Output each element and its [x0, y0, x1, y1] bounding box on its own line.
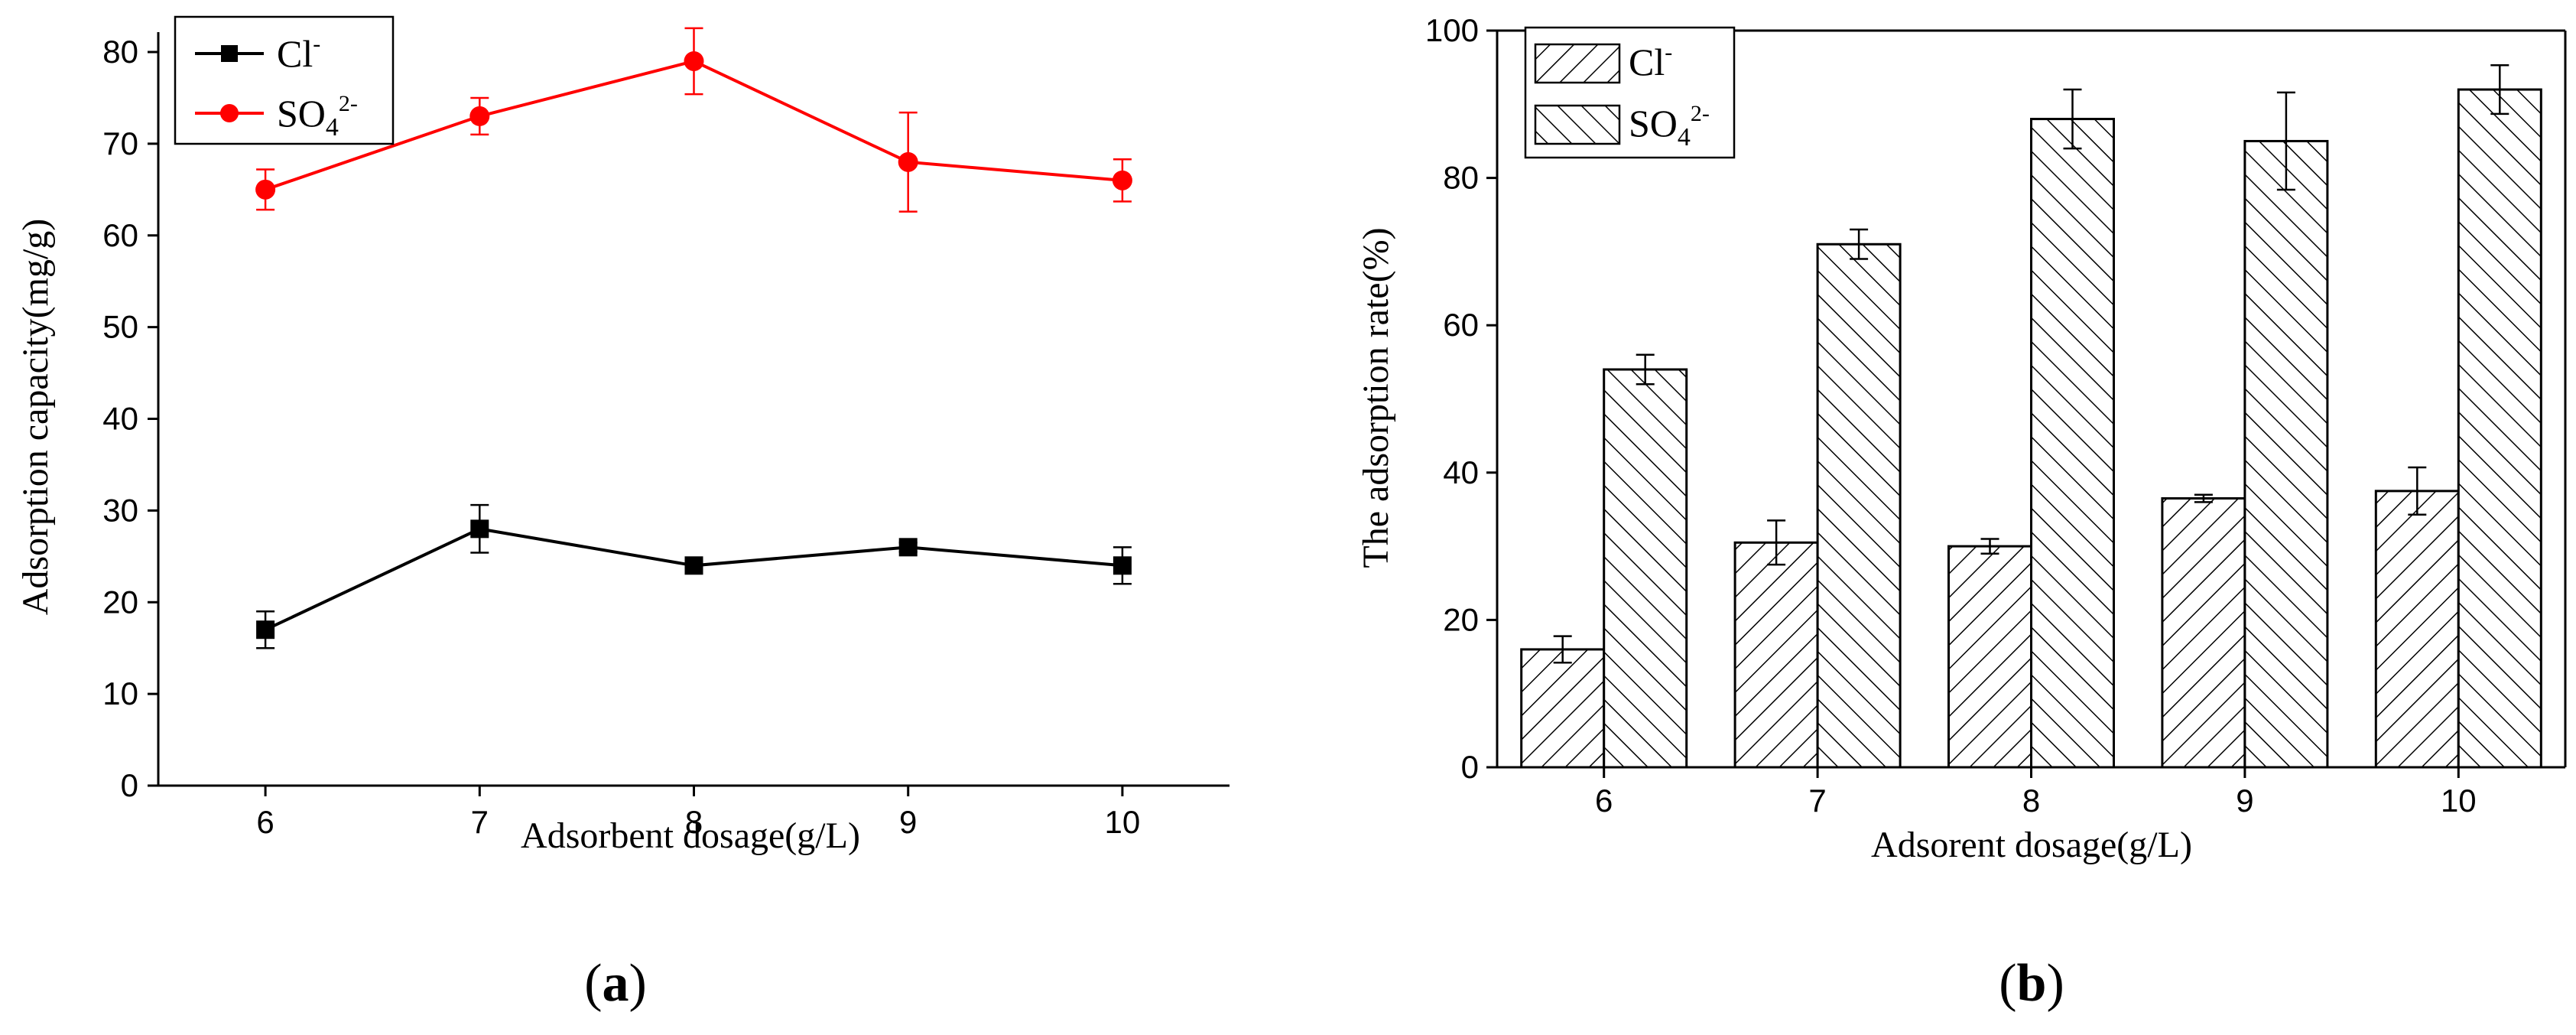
panel-a-label: (a) — [584, 954, 647, 1013]
panel-b-x-tick-label: 8 — [2022, 783, 2040, 819]
panel-b-x-axis-title: Adsorent dosage(g/L) — [1871, 825, 2192, 865]
panel-b-legend-swatch — [1534, 43, 1621, 84]
panel-b-y-axis-title: The adsorption rate(%) — [1356, 227, 1396, 568]
panel-a-legend-box — [174, 15, 395, 145]
panel-b-bar — [2243, 139, 2329, 769]
panel-a-y-tick-label: 10 — [102, 675, 138, 711]
panel-a-x-tick-label: 10 — [1105, 804, 1141, 840]
panel-a-legend-marker — [220, 104, 239, 122]
panel-b-y-tick-label: 80 — [1443, 160, 1479, 196]
panel-a-data-point — [898, 538, 918, 557]
panel-b-series-so4 — [1603, 64, 2542, 769]
panel-b-y-tick-label: 60 — [1443, 307, 1479, 343]
panel-a-data-point — [255, 179, 276, 200]
panel-b-bar — [1733, 541, 1819, 769]
panel-b-legend-label: Cl- — [1629, 40, 1672, 83]
panel-a-axes — [157, 32, 1230, 787]
panel-a-x-tick-label: 6 — [256, 804, 274, 840]
panel-b-bar-chart: 0 20 40 60 80 100 6 7 8 9 10 Cl- SO42- Adsorent dos… — [1356, 12, 2567, 1013]
panel-a-y-axis-title: Adsorption capacity(mg/g) — [15, 219, 56, 616]
panel-a-y-tick-label: 70 — [102, 125, 138, 161]
panel-a-series-cl — [256, 503, 1132, 649]
panel-b-y-tick-label: 40 — [1443, 454, 1479, 490]
panel-a-legend-label: SO42- — [277, 91, 358, 142]
panel-a-y-tick-label: 20 — [102, 584, 138, 620]
panel-a-legend-label: Cl- — [277, 31, 320, 75]
panel-b-bar — [2030, 118, 2115, 769]
panel-b-series-cl — [1520, 466, 2460, 769]
panel-a-line-chart: 0 10 20 30 40 50 60 70 80 6 7 8 9 10 Cl- SO42- Adsorbe… — [15, 15, 1230, 1013]
panel-a-x-tick-label: 9 — [899, 804, 917, 840]
panel-b-bar — [1520, 648, 1606, 769]
panel-a-legend: Cl- SO42- — [174, 15, 395, 145]
panel-a-data-point — [256, 620, 275, 640]
panel-a-x-axis-title: Adsorbent dosage(g/L) — [521, 815, 860, 856]
panel-a-y-tick-label: 30 — [102, 492, 138, 528]
panel-b-bar — [2161, 497, 2246, 769]
panel-a-series — [255, 27, 1132, 649]
panel-b-bar — [1947, 545, 2032, 769]
panel-a-y-tick-label: 80 — [102, 34, 138, 70]
panel-a-y-tick-label: 50 — [102, 309, 138, 345]
panel-b-label: (b) — [1999, 954, 2064, 1013]
panel-b-bar — [2374, 490, 2460, 769]
panel-b-y-tick-label: 100 — [1425, 12, 1479, 48]
panel-a-data-point — [684, 556, 703, 575]
panel-b-x-tick-label: 7 — [1808, 783, 1826, 819]
panel-a-data-point — [470, 519, 489, 539]
panel-b-series — [1520, 64, 2542, 769]
panel-a-data-point — [898, 151, 918, 172]
panel-a-ticks: 0 10 20 30 40 50 60 70 80 6 7 8 9 10 — [102, 34, 1140, 840]
panel-b-bar — [1816, 242, 1902, 769]
panel-a-y-tick-label: 40 — [102, 401, 138, 437]
panel-a-data-point — [1113, 556, 1132, 575]
panel-a-legend-marker — [221, 45, 238, 62]
panel-b-x-tick-label: 10 — [2441, 783, 2477, 819]
panel-b-bar — [2457, 88, 2542, 769]
panel-a-y-tick-label: 0 — [121, 767, 138, 803]
panel-b-legend-swatch — [1534, 104, 1621, 145]
panel-b-x-tick-label: 9 — [2236, 783, 2253, 819]
panel-b-x-tick-label: 6 — [1595, 783, 1613, 819]
panel-a-x-tick-label: 8 — [685, 804, 703, 840]
panel-a-y-tick-label: 60 — [102, 217, 138, 253]
panel-a-data-point — [469, 106, 490, 126]
panel-a-series-line — [265, 527, 1123, 632]
panel-b-y-tick-label: 0 — [1461, 749, 1479, 785]
panel-a-x-tick-label: 7 — [471, 804, 489, 840]
panel-b-legend: Cl- SO42- — [1524, 26, 1736, 159]
panel-b-legend-label: SO42- — [1629, 101, 1710, 151]
panel-a-data-point — [684, 50, 704, 71]
panel-b-bar — [1603, 368, 1688, 769]
panel-a-data-point — [1112, 170, 1132, 190]
panel-a-series-so4 — [255, 27, 1132, 213]
panel-b-y-tick-label: 20 — [1443, 601, 1479, 637]
panel-b-ticks: 0 20 40 60 80 100 6 7 8 9 10 — [1425, 12, 2477, 819]
